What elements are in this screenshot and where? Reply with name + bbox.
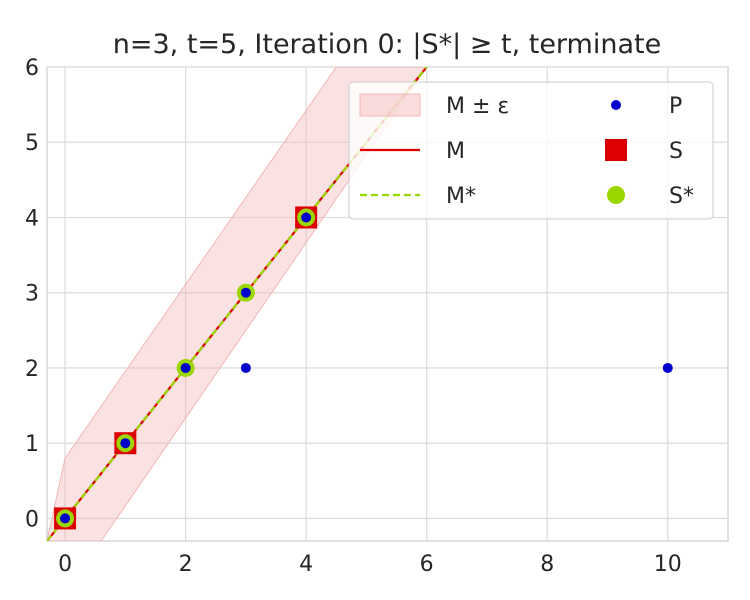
legend-handle-band — [359, 93, 421, 117]
marker-p-4 — [240, 362, 251, 373]
x-axis-ticks: 0 2 4 6 8 10 — [58, 552, 682, 577]
x-tick-label-8: 8 — [540, 552, 554, 577]
marker-p-2 — [180, 362, 191, 373]
x-tick-label-10: 10 — [654, 552, 682, 577]
legend-label-m: M — [446, 139, 465, 164]
legend-label-p: P — [669, 94, 682, 119]
x-tick-label-0: 0 — [58, 552, 72, 577]
x-tick-label-2: 2 — [179, 552, 193, 577]
legend-label-mstar: M* — [446, 184, 476, 209]
legend-label-sstar: S* — [669, 184, 694, 209]
marker-p-0 — [60, 513, 71, 524]
y-tick-label-2: 2 — [25, 357, 39, 382]
chart-title: n=3, t=5, Iteration 0: |S*| ≥ t, termina… — [113, 29, 661, 60]
y-tick-label-6: 6 — [25, 56, 39, 81]
legend-box — [348, 81, 714, 220]
y-tick-label-0: 0 — [25, 507, 39, 532]
legend-handle-sstar — [607, 186, 625, 204]
marker-p-1 — [120, 438, 131, 449]
marker-p-6 — [662, 362, 673, 373]
grid — [47, 66, 728, 541]
y-tick-label-4: 4 — [25, 206, 39, 231]
marker-layer — [54, 206, 673, 530]
legend-label-s: S — [669, 139, 683, 164]
x-tick-label-6: 6 — [420, 552, 434, 577]
marker-p-5 — [301, 212, 312, 223]
legend-label-band: M ± ε — [446, 94, 509, 119]
marker-p-3 — [240, 287, 251, 298]
y-tick-label-3: 3 — [25, 282, 39, 307]
legend: M ± ε P M S M* S* — [348, 81, 714, 220]
y-tick-label-5: 5 — [25, 131, 39, 156]
x-tick-label-4: 4 — [299, 552, 313, 577]
y-tick-label-1: 1 — [25, 432, 39, 457]
legend-handle-p — [611, 100, 621, 110]
y-axis-ticks: 0 1 2 3 4 5 6 — [25, 56, 39, 532]
plot-content — [47, 67, 673, 541]
legend-handle-s — [605, 139, 627, 161]
